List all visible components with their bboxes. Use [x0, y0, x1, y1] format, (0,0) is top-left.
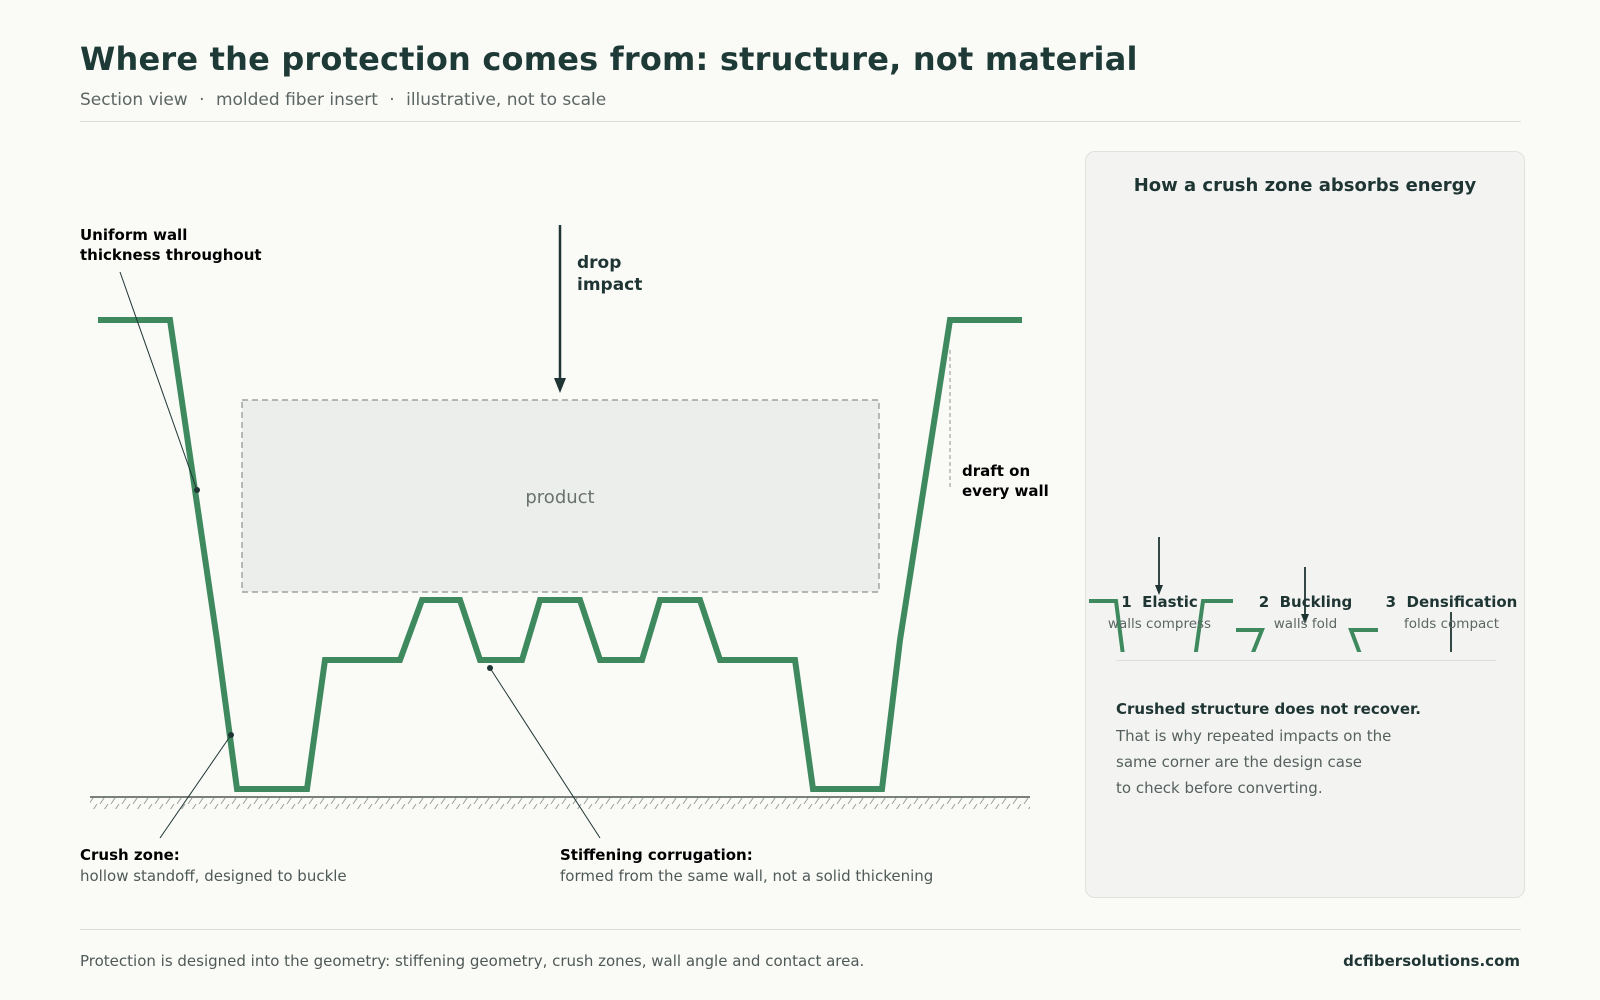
- product-label: product: [525, 487, 594, 508]
- header-divider: [80, 121, 1521, 122]
- stage-arrow-head: [1301, 614, 1309, 624]
- callout-dot: [487, 665, 493, 671]
- subtitle-separator: ·: [199, 90, 205, 110]
- stage-3-desc: folds compact: [1403, 616, 1500, 632]
- drop-impact-arrow: drop impact: [554, 225, 642, 393]
- footer-site-link[interactable]: dcfibersolutions.com: [1343, 952, 1520, 970]
- panel-note-line-2: same corner are the design case: [1116, 753, 1363, 771]
- stage-3-label: 3 Densification folds compact: [1378, 593, 1525, 632]
- callout-leader: [159, 734, 232, 839]
- stage-1-name: Elastic: [1142, 593, 1198, 611]
- footer-text: Protection is designed into the geometry…: [80, 952, 865, 970]
- stage-3-densification-diagram: [1450, 612, 1452, 652]
- callout-stiffening: Stiffening corrugation: formed from the …: [487, 665, 933, 885]
- stage-2-heading: 2 Buckling: [1232, 593, 1379, 611]
- stage-1-elastic-diagram: [1089, 537, 1233, 652]
- callout-draft-line2: every wall: [962, 482, 1049, 500]
- stage-2-number: 2: [1258, 593, 1270, 611]
- stage-3-number: 3: [1385, 593, 1397, 611]
- callout-dot: [194, 487, 200, 493]
- stage-1-label: 1 Elastic walls compress: [1086, 593, 1233, 632]
- page-subtitle: Section view · molded fiber insert · ill…: [80, 90, 606, 110]
- subtitle-part: molded fiber insert: [215, 90, 378, 110]
- callout-crush-zone: Crush zone: hollow standoff, designed to…: [80, 732, 347, 885]
- stage-diagrams: [1089, 537, 1452, 652]
- product-outline: [241, 399, 880, 593]
- stage-3-heading: 3 Densification: [1378, 593, 1525, 611]
- subtitle-separator: ·: [389, 90, 395, 110]
- panel-divider: [1116, 660, 1496, 661]
- callout-draft-line1: draft on: [962, 462, 1030, 480]
- callout-stiffening-title: Stiffening corrugation:: [560, 846, 753, 864]
- callout-wall-title-line2: thickness throughout: [80, 246, 262, 264]
- callout-wall-title-line1: Uniform wall: [80, 226, 187, 244]
- stage-2-profile: [1236, 628, 1378, 652]
- callout-dot: [228, 732, 234, 738]
- callout-stiffening-desc: formed from the same wall, not a solid t…: [560, 867, 933, 885]
- stage-3-name: Densification: [1406, 593, 1518, 611]
- ground-hatch: [90, 797, 1030, 809]
- stage-2-buckling-diagram: [1236, 567, 1378, 652]
- callout-leader: [489, 667, 601, 839]
- callout-crush-desc: hollow standoff, designed to buckle: [80, 867, 347, 885]
- subtitle-scale-note: illustrative, not to scale: [406, 90, 607, 110]
- panel-note-line-1: That is why repeated impacts on the: [1116, 727, 1392, 745]
- stage-2-name: Buckling: [1279, 593, 1353, 611]
- callout-wall-thickness: Uniform wall thickness throughout: [80, 226, 262, 493]
- callout-crush-title: Crush zone:: [80, 846, 180, 864]
- stage-arrow-head: [1155, 585, 1163, 595]
- callout-draft: draft on every wall: [949, 350, 1049, 500]
- footer-divider: [80, 929, 1521, 930]
- crush-zone-panel: How a crush zone absorbs energy: [1085, 151, 1525, 898]
- subtitle-view: Section view: [80, 90, 188, 110]
- impact-arrow-head: [554, 378, 566, 393]
- panel-note-line-3: to check before converting.: [1116, 779, 1323, 797]
- impact-label-line2: impact: [577, 275, 642, 295]
- panel-title: How a crush zone absorbs energy: [1133, 175, 1477, 196]
- ground-line: [90, 796, 1030, 809]
- fiber-wall-profile: [98, 317, 1022, 792]
- panel-note-title: Crushed structure does not recover.: [1116, 700, 1421, 718]
- page-title: Where the protection comes from: structu…: [80, 40, 1138, 78]
- product-block: product: [241, 399, 880, 593]
- stage-2-label: 2 Buckling walls fold: [1232, 593, 1379, 632]
- stage-1-number: 1: [1121, 593, 1132, 611]
- stage-1-desc: walls compress: [1107, 616, 1212, 632]
- callout-leader: [119, 271, 198, 491]
- impact-label-line1: drop: [577, 253, 621, 273]
- stage-2-desc: walls fold: [1273, 616, 1338, 632]
- stage-1-profile: [1089, 599, 1233, 652]
- stage-1-heading: 1 Elastic: [1086, 593, 1233, 611]
